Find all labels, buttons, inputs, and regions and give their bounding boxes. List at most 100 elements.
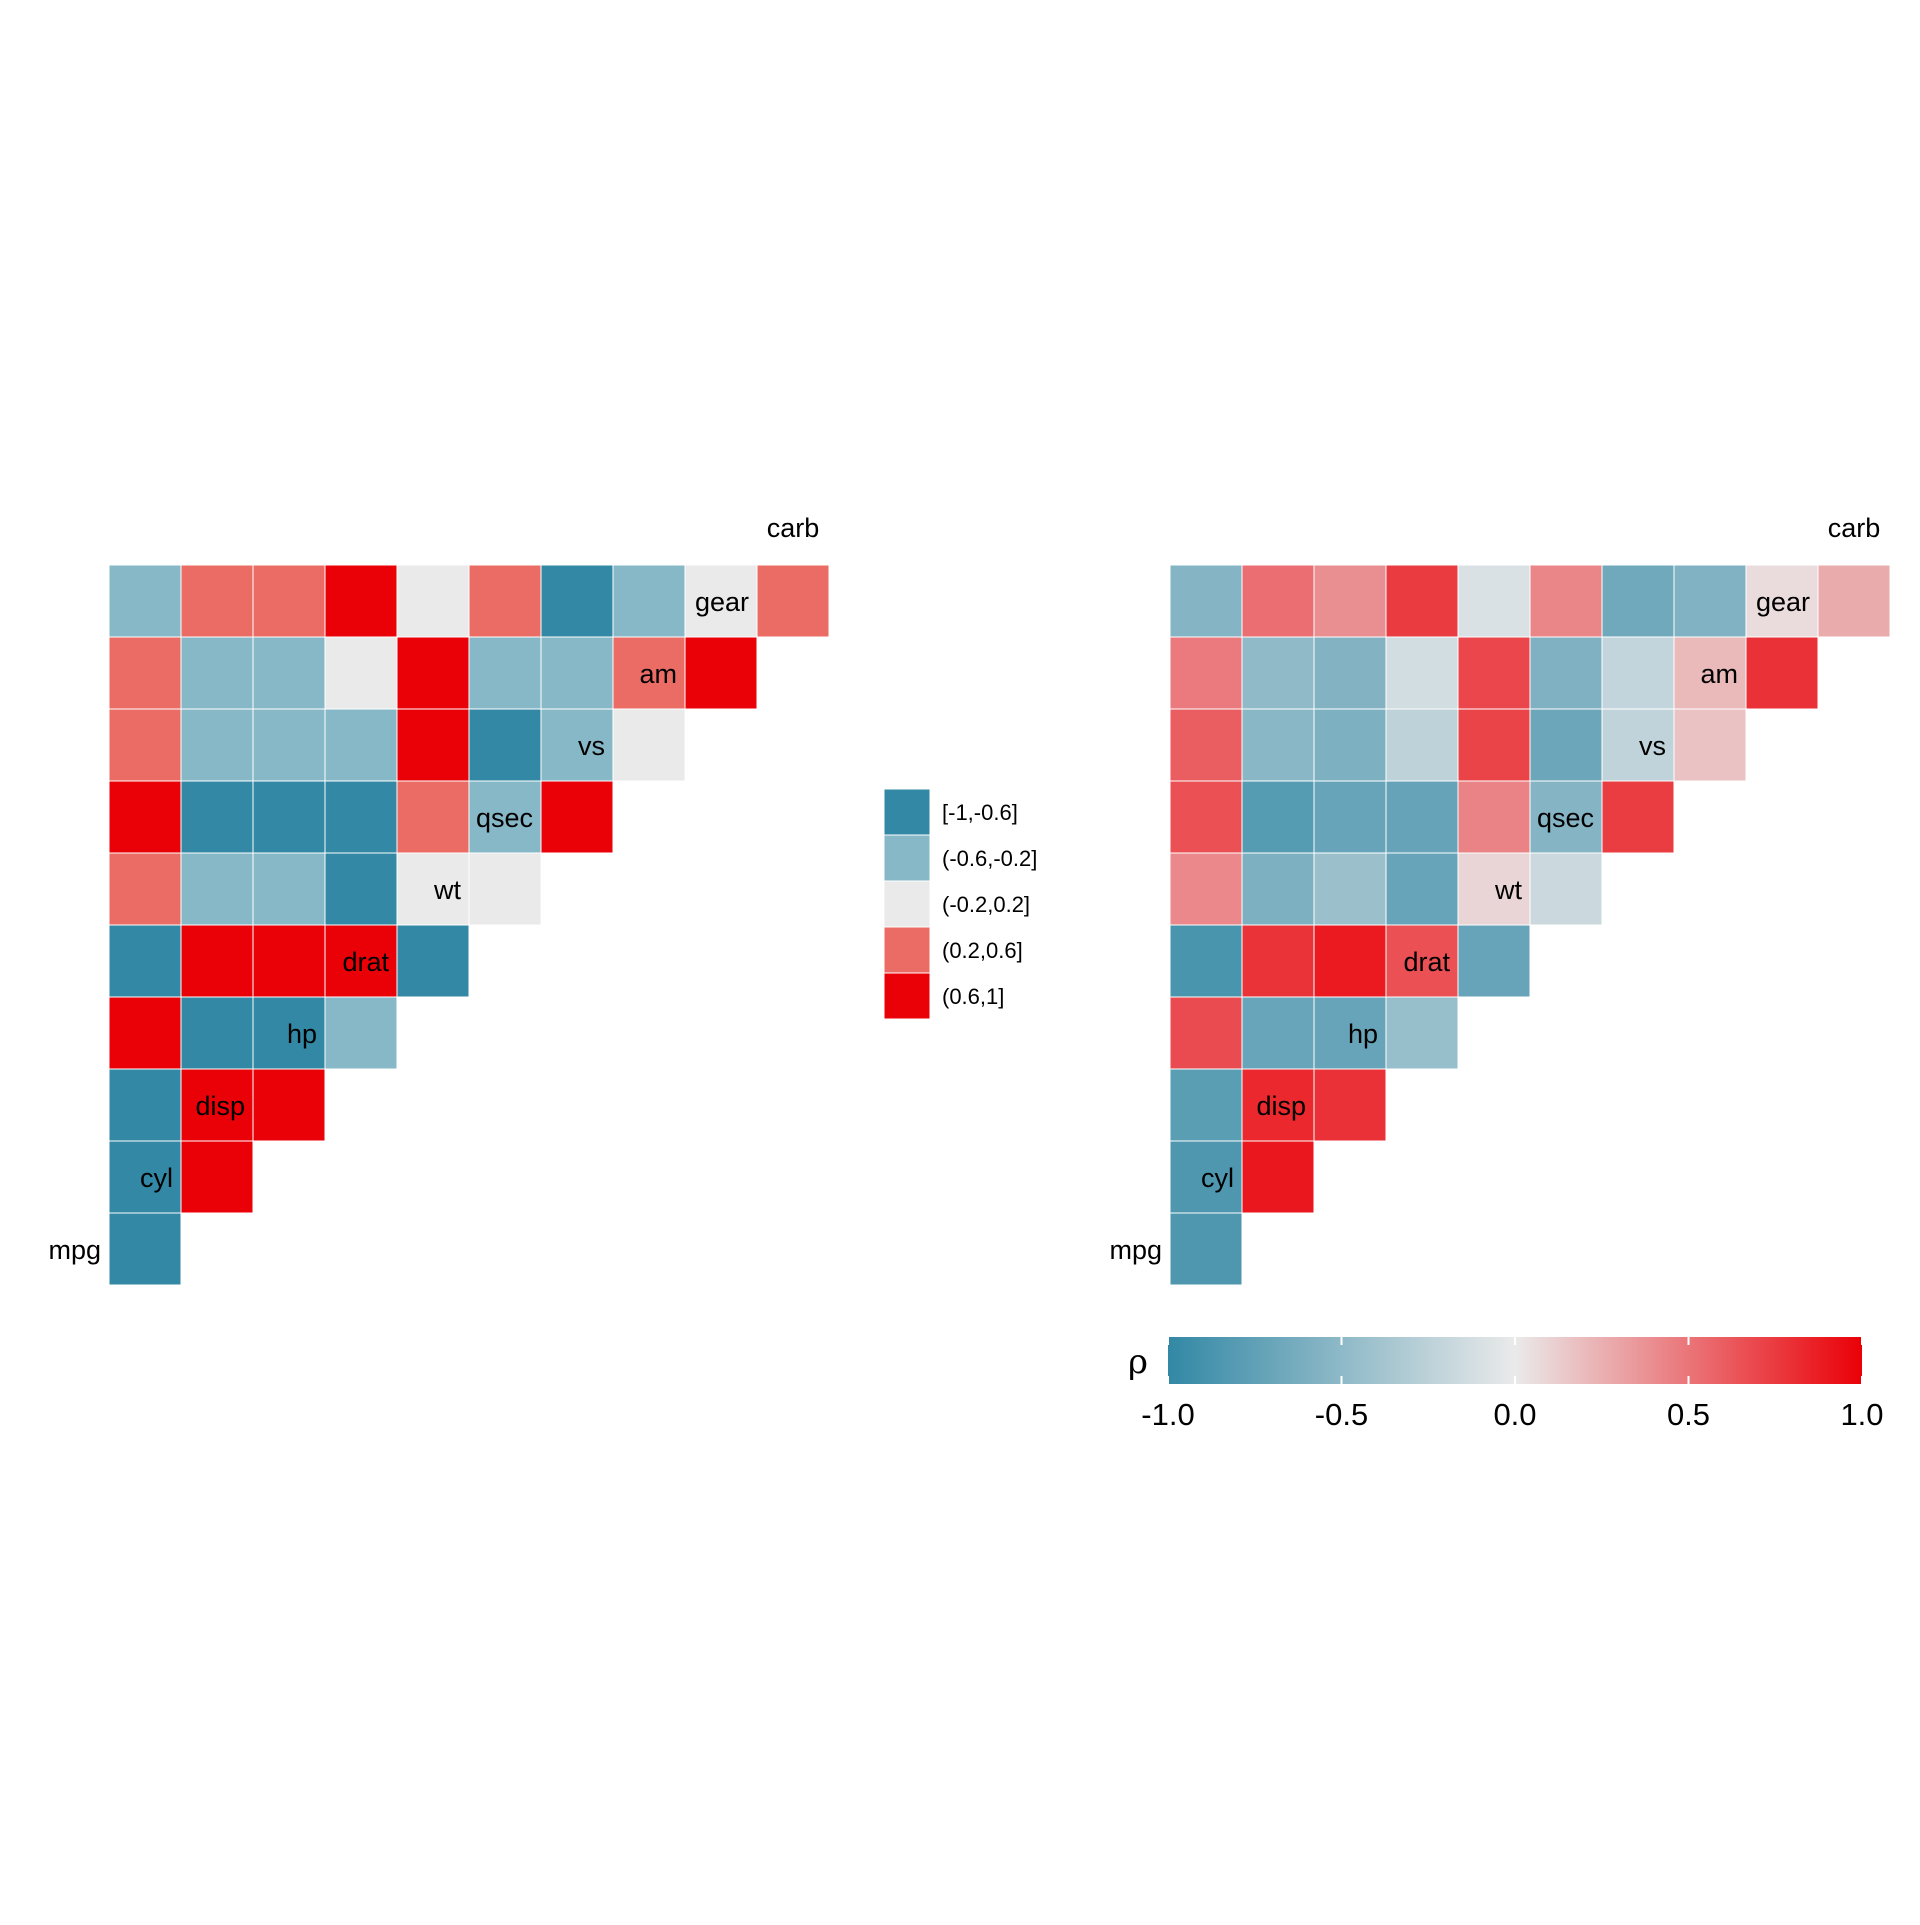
continuous-cell-hp-mpg bbox=[1169, 1068, 1243, 1142]
binned-cell-am-disp bbox=[252, 708, 326, 782]
continuous-cell-wt-disp bbox=[1313, 924, 1387, 998]
binned-cell-carb-mpg bbox=[108, 564, 182, 638]
continuous-cell-carb-wt bbox=[1529, 564, 1603, 638]
binned-cell-am-mpg bbox=[108, 708, 182, 782]
continuous-cell-gear-vs bbox=[1673, 636, 1747, 710]
continuous-cell-am-hp bbox=[1385, 708, 1459, 782]
continuous-cell-cyl-mpg bbox=[1169, 1212, 1243, 1286]
continuous-cell-vs-drat bbox=[1457, 780, 1531, 854]
binned-cell-wt-disp bbox=[252, 924, 326, 998]
continuous-cell-wt-drat bbox=[1457, 924, 1531, 998]
binned-cell-vs-disp bbox=[252, 780, 326, 854]
continuous-cell-carb-am bbox=[1745, 564, 1819, 638]
binned-label-mpg: mpg bbox=[48, 1235, 101, 1265]
binned-legend: [-1,-0.6] (-0.6,-0.2] (-0.2,0.2] (0.2,0.6] (… bbox=[883, 788, 1037, 1020]
colorbar-tick-label-2: 0.0 bbox=[1493, 1397, 1536, 1432]
binned-cell-am-qsec bbox=[540, 708, 614, 782]
binned-cell-am-hp bbox=[324, 708, 398, 782]
binned-cell-hp-disp bbox=[252, 1068, 326, 1142]
continuous-cell-vs-mpg bbox=[1169, 780, 1243, 854]
continuous-cell-am-mpg bbox=[1169, 708, 1243, 782]
binned-cell-wt-cyl bbox=[180, 924, 254, 998]
continuous-cell-carb-hp bbox=[1385, 564, 1459, 638]
binned-cell-carb-drat bbox=[396, 564, 470, 638]
continuous-cell-carb-disp bbox=[1313, 564, 1387, 638]
binned-cell-carb-cyl bbox=[180, 564, 254, 638]
continuous-cell-gear-mpg bbox=[1169, 636, 1243, 710]
continuous-cell-carb-gear bbox=[1817, 564, 1891, 638]
continuous-cell-gear-disp bbox=[1313, 636, 1387, 710]
continuous-label-hp: hp bbox=[1348, 1019, 1378, 1049]
continuous-label-am: am bbox=[1700, 659, 1738, 689]
continuous-cell-disp-cyl bbox=[1241, 1140, 1315, 1214]
continuous-label-mpg: mpg bbox=[1109, 1235, 1162, 1265]
continuous-cell-vs-qsec bbox=[1601, 780, 1675, 854]
binned-cell-vs-cyl bbox=[180, 780, 254, 854]
binned-cell-disp-cyl bbox=[180, 1140, 254, 1214]
binned-cell-gear-disp bbox=[252, 636, 326, 710]
binned-cell-qsec-cyl bbox=[180, 852, 254, 926]
continuous-cell-wt-hp bbox=[1385, 924, 1459, 998]
colorbar: ρ -1.0 -0.5 0.0 0.5 1.0 bbox=[1128, 1337, 1884, 1432]
continuous-cell-am-cyl bbox=[1241, 708, 1315, 782]
colorbar-tick-label-0: -1.0 bbox=[1141, 1397, 1194, 1432]
binned-cell-vs-hp bbox=[324, 780, 398, 854]
continuous-cell-gear-wt bbox=[1529, 636, 1603, 710]
continuous-label-wt: wt bbox=[1494, 875, 1522, 905]
binned-cell-gear-mpg bbox=[108, 636, 182, 710]
continuous-cell-gear-am bbox=[1745, 636, 1819, 710]
continuous-cell-disp-mpg bbox=[1169, 1140, 1243, 1214]
binned-label-vs: vs bbox=[578, 731, 605, 761]
continuous-cell-carb-cyl bbox=[1241, 564, 1315, 638]
legend-label-1: (-0.6,-0.2] bbox=[942, 846, 1037, 871]
binned-cell-gear-drat bbox=[396, 636, 470, 710]
binned-cell-am-wt bbox=[468, 708, 542, 782]
legend-label-3: (0.2,0.6] bbox=[942, 938, 1023, 963]
binned-cell-qsec-mpg bbox=[108, 852, 182, 926]
binned-cell-wt-hp bbox=[324, 924, 398, 998]
binned-cell-am-vs bbox=[612, 708, 686, 782]
binned-cell-carb-wt bbox=[468, 564, 542, 638]
continuous-cell-qsec-wt bbox=[1529, 852, 1603, 926]
binned-cell-vs-drat bbox=[396, 780, 470, 854]
continuous-cell-qsec-hp bbox=[1385, 852, 1459, 926]
binned-cell-carb-gear bbox=[756, 564, 830, 638]
continuous-label-qsec: qsec bbox=[1537, 803, 1594, 833]
binned-cell-gear-am bbox=[684, 636, 758, 710]
binned-label-cyl: cyl bbox=[140, 1163, 173, 1193]
continuous-cell-gear-qsec bbox=[1601, 636, 1675, 710]
continuous-cell-qsec-disp bbox=[1313, 852, 1387, 926]
continuous-cell-qsec-mpg bbox=[1169, 852, 1243, 926]
continuous-label-drat: drat bbox=[1403, 947, 1450, 977]
continuous-label-cyl: cyl bbox=[1201, 1163, 1234, 1193]
binned-cell-gear-hp bbox=[324, 636, 398, 710]
binned-correlation-heatmap: mpg cyl disp hp drat wt qsec vs am gear carb bbox=[48, 513, 830, 1286]
binned-label-drat: drat bbox=[342, 947, 389, 977]
binned-label-wt: wt bbox=[433, 875, 461, 905]
binned-cell-am-cyl bbox=[180, 708, 254, 782]
legend-label-2: (-0.2,0.2] bbox=[942, 892, 1030, 917]
continuous-cell-carb-mpg bbox=[1169, 564, 1243, 638]
binned-cell-qsec-hp bbox=[324, 852, 398, 926]
continuous-cell-gear-cyl bbox=[1241, 636, 1315, 710]
continuous-cell-gear-drat bbox=[1457, 636, 1531, 710]
binned-label-gear: gear bbox=[695, 587, 749, 617]
legend-label-4: (0.6,1] bbox=[942, 984, 1004, 1009]
continuous-cell-drat-cyl bbox=[1241, 996, 1315, 1070]
binned-cell-wt-mpg bbox=[108, 924, 182, 998]
continuous-cell-drat-mpg bbox=[1169, 996, 1243, 1070]
legend-swatch-2 bbox=[883, 880, 931, 928]
continuous-cell-qsec-cyl bbox=[1241, 852, 1315, 926]
legend-swatch-0 bbox=[883, 788, 931, 836]
binned-cell-drat-cyl bbox=[180, 996, 254, 1070]
continuous-cell-carb-drat bbox=[1457, 564, 1531, 638]
continuous-label-gear: gear bbox=[1756, 587, 1810, 617]
continuous-cell-vs-cyl bbox=[1241, 780, 1315, 854]
binned-label-disp: disp bbox=[195, 1091, 245, 1121]
continuous-cell-am-drat bbox=[1457, 708, 1531, 782]
binned-cell-disp-mpg bbox=[108, 1140, 182, 1214]
continuous-cell-drat-disp bbox=[1313, 996, 1387, 1070]
continuous-cell-wt-mpg bbox=[1169, 924, 1243, 998]
